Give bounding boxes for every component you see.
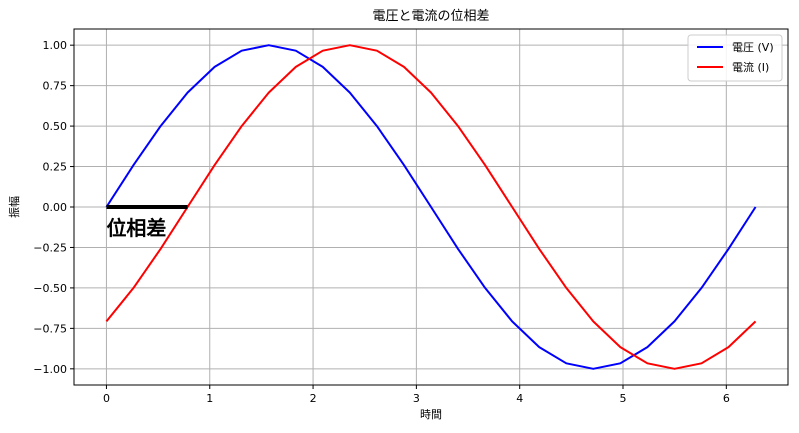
y-tick-label: −0.75 [33,322,67,335]
x-axis-label: 時間 [420,408,442,421]
x-tick-label: 5 [620,392,627,405]
y-axis-label: 振幅 [7,196,21,218]
y-tick-label: 0.75 [43,80,68,93]
y-tick-label: −0.50 [33,282,67,295]
annotation: 位相差 [106,205,188,240]
series-line-voltage [105,44,757,370]
y-tick-label: 1.00 [43,39,68,52]
y-tick-label: 0.50 [43,120,68,133]
series-lines [105,44,757,370]
series-line-current [105,44,757,370]
y-tick-label: 0.00 [43,201,68,214]
phase-difference-label: 位相差 [106,216,166,240]
x-tick-label: 0 [103,392,110,405]
x-tick-label: 6 [723,392,730,405]
x-tick-label: 4 [516,392,523,405]
grid [74,29,788,385]
y-tick-label: 0.25 [43,161,68,174]
chart-title: 電圧と電流の位相差 [372,9,489,24]
y-tick-label: −0.25 [33,241,67,254]
legend-label-current: 電流 (I) [732,60,769,74]
x-tick-label: 1 [206,392,213,405]
y-tick-label: −1.00 [33,363,67,376]
legend-label-voltage: 電圧 (V) [732,41,774,54]
x-tick-label: 2 [310,392,317,405]
x-tick-label: 3 [413,392,420,405]
legend: 電圧 (V) 電流 (I) [687,34,783,82]
ticks: 0 1 2 3 4 5 6 −1.00 −0.75 −0.50 −0.25 0.00 0.25 0.50 0… [33,39,730,405]
